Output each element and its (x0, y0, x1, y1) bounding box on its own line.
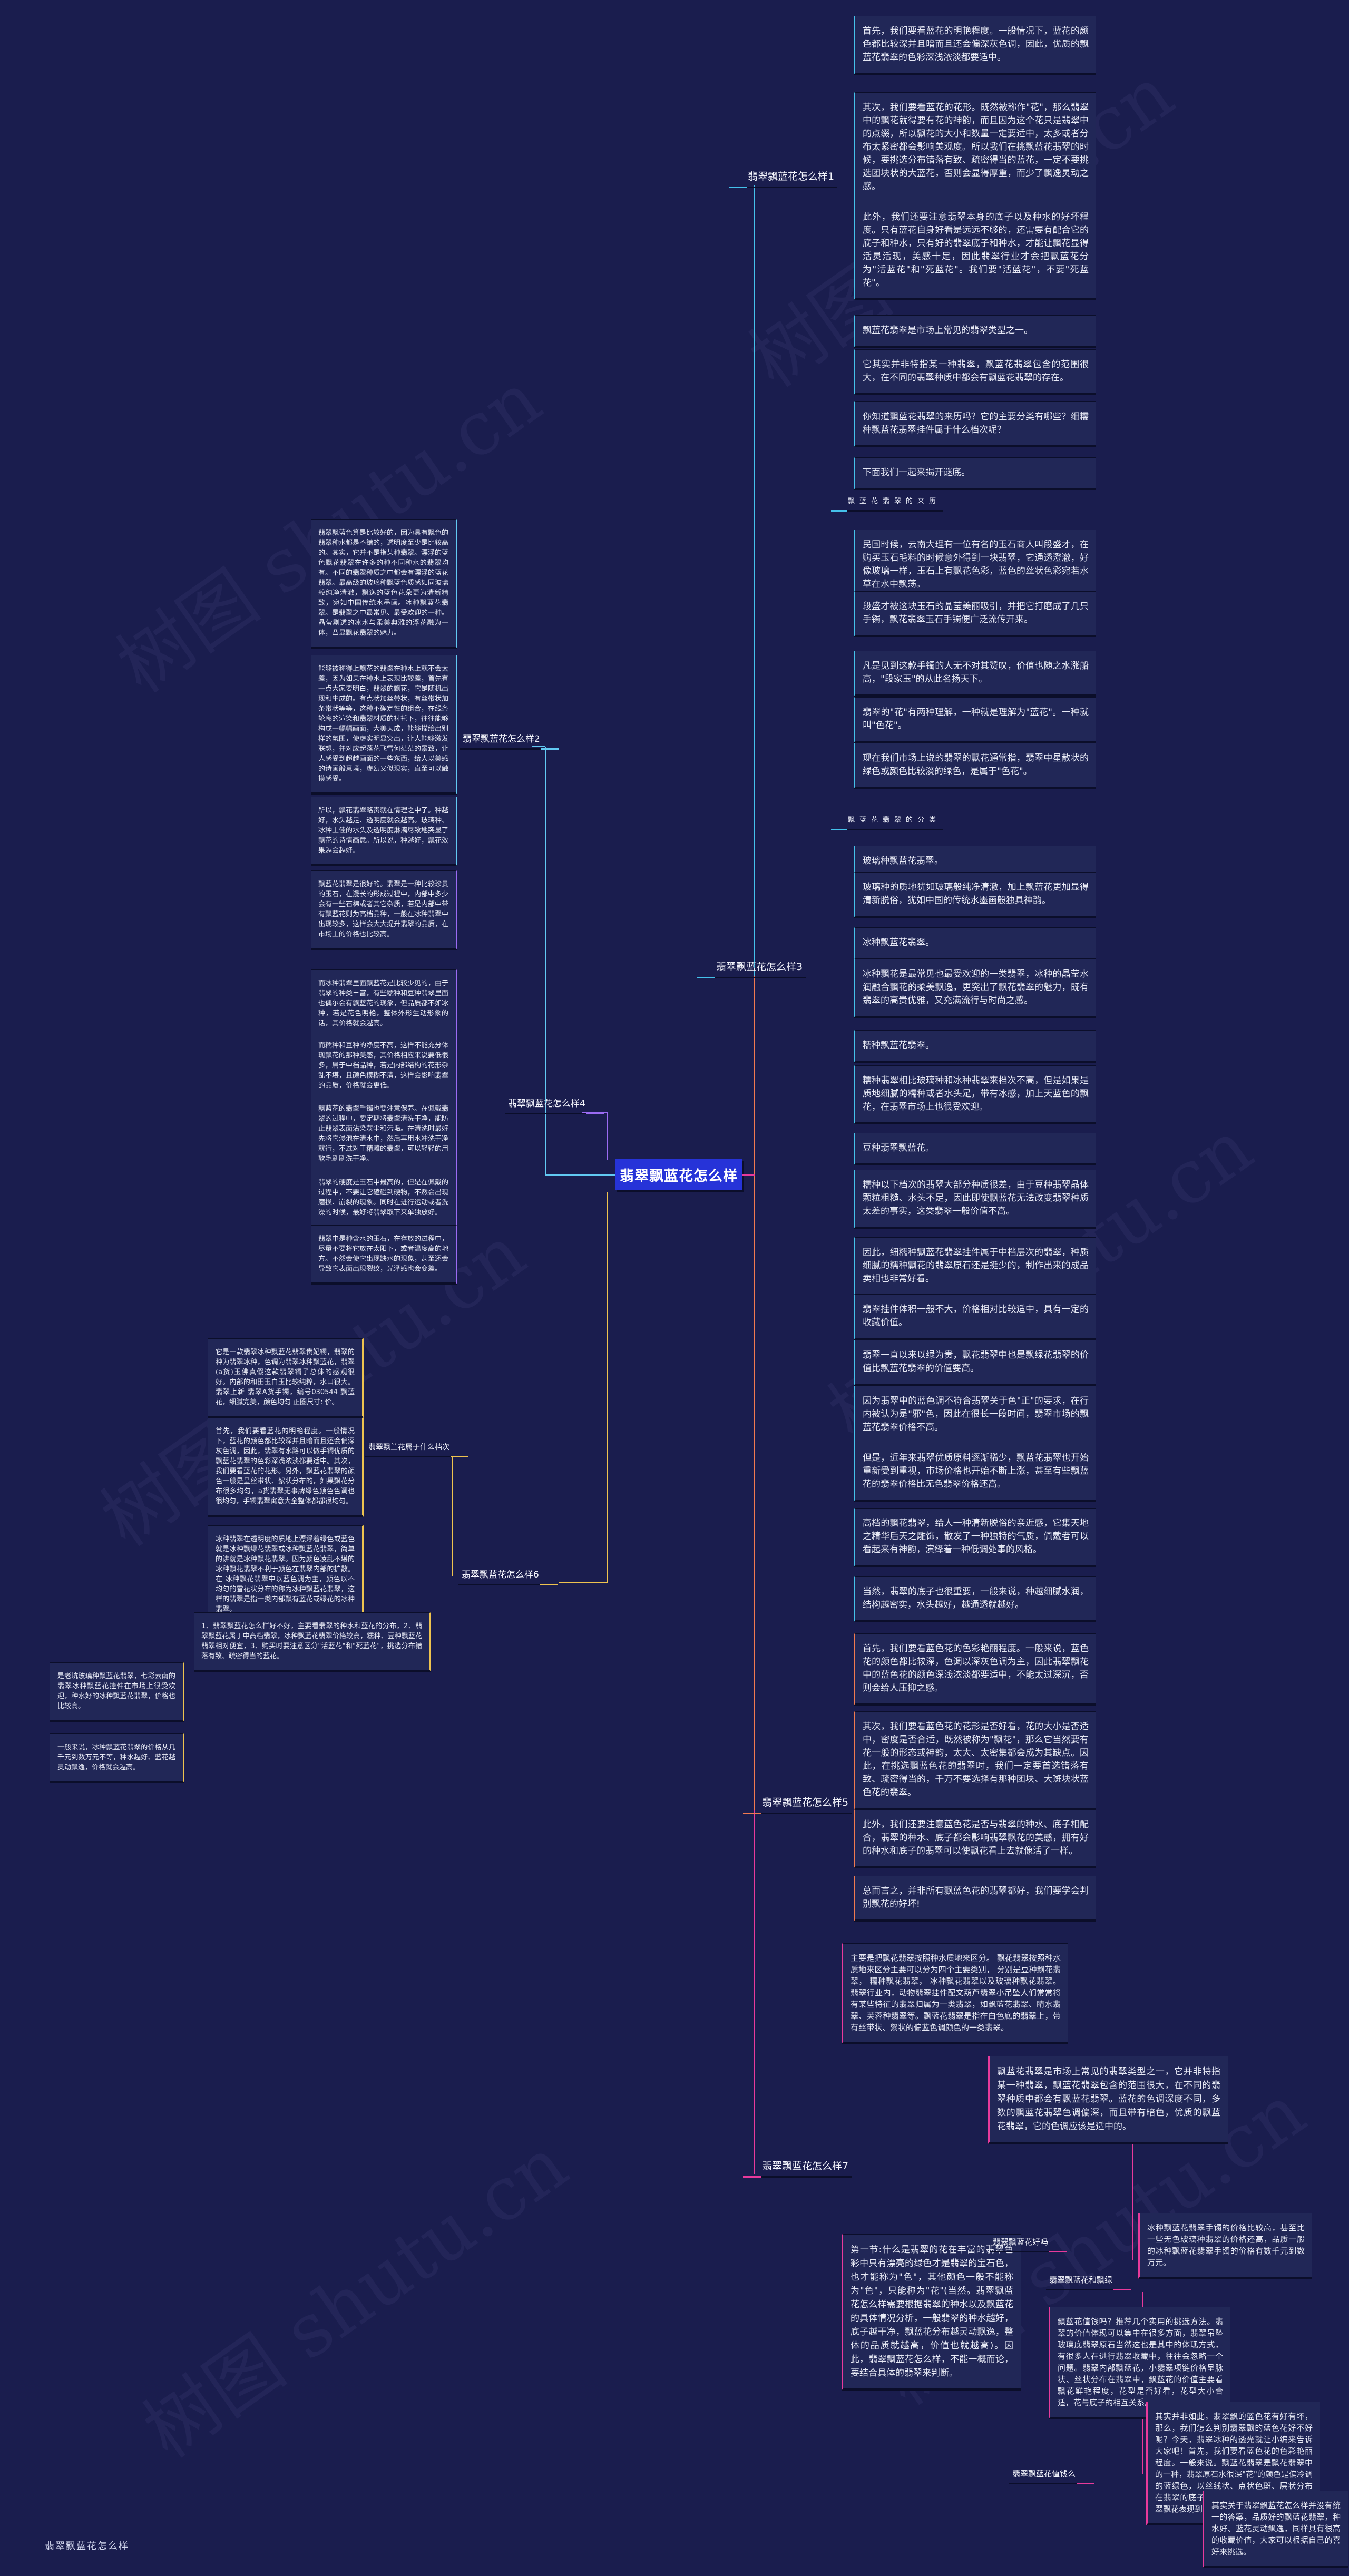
leaf-box[interactable]: 民国时候，云南大理有一位有名的玉石商人叫段盛才，在购买玉石毛料的时候意外得到一块… (854, 530, 1096, 602)
leaf-box[interactable]: 第一节:什么是翡翠的花在丰富的翡翠色彩中只有漂亮的绿色才是翡翠的宝石色，也才能称… (842, 2234, 1021, 2391)
central-topic-node[interactable]: 翡翠飘蓝花怎么样 (615, 1159, 742, 1190)
connector-line (607, 1112, 608, 1160)
connector-line (754, 185, 755, 976)
footer-caption: 翡翠飘蓝花怎么样 (45, 2541, 129, 2552)
leaf-box[interactable]: 豆种翡翠飘蓝花。 (854, 1133, 1096, 1165)
connector-line (582, 1112, 607, 1113)
leaf-box[interactable]: 下面我们一起来揭开谜底。 (854, 457, 1096, 490)
branch-label[interactable]: 翡翠飘蓝花怎么样2 (460, 731, 559, 750)
connector-line (545, 747, 546, 1175)
leaf-box[interactable]: 此外，我们还要注意翡翠本身的底子以及种水的好坏程度。只有蓝花自身好看是远远不够的… (854, 202, 1096, 300)
leaf-box[interactable]: 凡是见到这款手镯的人无不对其赞叹，价值也随之水涨船高，"段家玉"的从此名扬天下。 (854, 651, 1096, 697)
branch-label[interactable]: 翡翠飘蓝花好吗 (990, 2236, 1068, 2252)
leaf-box[interactable]: 冰种飘蓝花翡翠手镯的价格比较高，甚至比一些无色玻璃种翡翠的价格还高，品质一般的冰… (1138, 2213, 1312, 2279)
leaf-box[interactable]: 飘蓝花翡翠是市场上常见的翡翠类型之一。 (854, 315, 1096, 348)
leaf-box[interactable]: 现在我们市场上说的翡翠的飘花通常指，翡翠中星散状的绿色或颜色比较淡的绿色，是属于… (854, 743, 1096, 789)
connector-line (754, 1810, 755, 2174)
leaf-box[interactable]: 所以，飘花翡翠略贵就在情理之中了。种越好，水头越足、透明度就会越高。玻璃种、冰种… (311, 797, 457, 866)
section-header: 飘蓝花翡翠的分类 (830, 814, 943, 830)
branch-label[interactable]: 翡翠飘蓝花怎么样7 (742, 2158, 852, 2178)
leaf-box[interactable]: 一般来说，冰种飘蓝花翡翠的价格从几千元到数万元不等，种水越好、蓝花越灵动飘逸，价… (50, 1733, 184, 1783)
leaf-box[interactable]: 翡翠挂件体积一般不大，价格相对比较适中，具有一定的收藏价值。 (854, 1294, 1096, 1340)
leaf-box[interactable]: 翡翠中是种含水的玉石，在存放的过程中，尽量不要将它放在太阳下，或者温度高的地方。… (311, 1225, 457, 1285)
leaf-box[interactable]: 它其实并非特指某一种翡翠，飘蓝花翡翠包含的范围很大，在不同的翡翠种质中都会有飘蓝… (854, 349, 1096, 395)
branch-label[interactable]: 翡翠飘蓝花怎么样6 (458, 1567, 558, 1585)
branch-label[interactable]: 翡翠飘蓝花和飘绿 (1046, 2274, 1132, 2290)
leaf-box[interactable]: 主要是把飘花翡翠按照种水质地来区分。 飘花翡翠按照种水质地来区分主要可以分为四个… (842, 1943, 1068, 2044)
connector-line (532, 746, 545, 747)
leaf-box[interactable]: 糯种以下档次的翡翠大部分种质很差，由于豆种翡翠晶体颗粒粗糙、水头不足，因此即使飘… (854, 1170, 1096, 1229)
leaf-box[interactable]: 翡翠的硬度是玉石中最高的，但是在佩戴的过程中，不要让它磕碰到硬物，不然会出现磨损… (311, 1169, 457, 1228)
watermark: 树图 shutu.cn (129, 2121, 583, 2475)
leaf-box[interactable]: 玻璃种的质地犹如玻璃般纯净清澈，加上飘蓝花更加显得清新脱俗，犹如中国的传统水墨画… (854, 872, 1096, 918)
leaf-box[interactable]: 首先，我们要看蓝花的明艳程度。一般情况下，蓝花的颜色都比较深并且暗而且还会偏深灰… (208, 1417, 364, 1517)
leaf-box[interactable]: 段盛才被这块玉石的晶莹美丽吸引，并把它打磨成了几只手镯，飘花翡翠玉石手镯便广泛流… (854, 591, 1096, 637)
leaf-box[interactable]: 总而言之，并非所有飘蓝色花的翡翠都好，我们要学会判别飘花的好坏! (854, 1876, 1096, 1922)
leaf-box[interactable]: 当然，翡翠的底子也很重要，一般来说，种越细腻水润，结构越密实，水头越好，越通透就… (854, 1576, 1096, 1622)
leaf-box[interactable]: 冰种翡翠在透明度的质地上漂浮着绿色或蓝色就是冰种飘绿花翡翠或冰种飘蓝花翡翠，简单… (208, 1525, 364, 1625)
leaf-box[interactable]: 能够被称得上飘花的翡翠在种水上就不会太差，因为如果在种水上表现比较差，首先有一点… (311, 655, 457, 795)
leaf-box[interactable]: 因为翡翠中的蓝色调不符合翡翠关于色"正"的要求，在行内被认为是"邪"色，因此在很… (854, 1386, 1096, 1445)
leaf-box[interactable]: 而糯种和豆种的净度不高，这样不能充分体现飘花的那种美感，其价格相应来说要低很多，… (311, 1032, 457, 1101)
leaf-box[interactable]: 翡翠飘蓝色算是比较好的，因为具有飘色的翡翠种水都是不错的，透明度至少是比较高的。… (311, 519, 457, 649)
leaf-box[interactable]: 但是，近年来翡翠优质原料逐渐稀少，飘蓝花翡翠也开始重新受到重视，市场价格也开始不… (854, 1443, 1096, 1502)
leaf-box[interactable]: 高档的飘花翡翠，给人一种清新脱俗的亲近感，它集天地之精华后天之雕饰，散发了一种独… (854, 1508, 1096, 1567)
leaf-box[interactable]: 首先，我们要看蓝花的明艳程度。一般情况下，蓝花的颜色都比较深并且暗而且还会偏深灰… (854, 16, 1096, 75)
leaf-box[interactable]: 此外，我们还要注意蓝色花是否与翡翠的种水、底子相配合，翡翠的种水、底子都会影响翡… (854, 1809, 1096, 1868)
connector-line (452, 1457, 453, 1576)
leaf-box[interactable]: 飘蓝花值钱吗？推荐几个实用的挑选方法。翡翠的价值体现可以集中在很多方面，翡翠吊坠… (1049, 2307, 1230, 2419)
branch-label[interactable]: 翡翠飘蓝花值钱么 (1009, 2468, 1095, 2484)
branch-label[interactable]: 翡翠飘蓝花怎么样1 (728, 169, 838, 188)
leaf-box[interactable]: 首先，我们要看蓝色花的色彩艳丽程度。一般来说，蓝色花的颜色都比较深，色调以深灰色… (854, 1633, 1096, 1706)
leaf-box[interactable]: 冰种飘蓝花翡翠。 (854, 927, 1096, 960)
connector-line (742, 1174, 755, 1176)
section-header: 飘蓝花翡翠的来历 (830, 495, 943, 512)
leaf-box[interactable]: 是老坑玻璃种飘蓝花翡翠，七彩云南的翡翠冰种飘蓝花挂件在市场上很受欢迎，种水好的冰… (50, 1662, 184, 1722)
leaf-box[interactable]: 你知道飘蓝花翡翠的来历吗？它的主要分类有哪些？细糯种飘蓝花翡翠挂件属于什么档次呢… (854, 401, 1096, 447)
branch-label[interactable]: 翡翠飘蓝花怎么样3 (697, 959, 806, 978)
leaf-box[interactable]: 其实关于翡翠飘蓝花怎么样并没有统一的答案，品质好的飘蓝花翡翠，种水好、蓝花灵动飘… (1203, 2491, 1348, 2568)
leaf-box[interactable]: 其次，我们要看蓝花的花形。既然被称作"花"，那么翡翠中的飘花就得要有花的神韵，而… (854, 92, 1096, 204)
leaf-box[interactable]: 其次，我们要看蓝色花的花形是否好看，花的大小是否适中，密度是否合适，既然被称为"… (854, 1711, 1096, 1810)
leaf-box[interactable]: 冰种飘花是最常见也最受欢迎的一类翡翠，冰种的晶莹水润融合飘花的柔美飘逸，更突出了… (854, 959, 1096, 1018)
leaf-box[interactable]: 飘蓝花翡翠是很好的。翡翠是一种比较珍贵的玉石，在漫长的形成过程中，内部中多少会有… (311, 870, 457, 950)
connector-line (607, 1192, 608, 1583)
leaf-box[interactable]: 它是一款翡翠冰种飘蓝花翡翠贵妃镯，翡翠的种为翡翠冰种，色调为翡翠冰种飘蓝花，翡翠… (208, 1338, 364, 1418)
branch-label[interactable]: 翡翠飘蓝花怎么样5 (742, 1795, 852, 1814)
leaf-box[interactable]: 飘蓝花翡翠是市场上常见的翡翠类型之一，它并非特指某一种翡翠，飘蓝花翡翠包含的范围… (988, 2056, 1228, 2144)
leaf-box[interactable]: 而冰种翡翠里面飘蓝花是比较少见的，由于翡翠的种类丰富，有些糯种和豆种翡翠里面也偶… (311, 969, 457, 1039)
leaf-box[interactable]: 1、翡翠飘蓝花怎么样好不好，主要看翡翠的种水和蓝花的分布，2、翡翠飘蓝花属于中高… (194, 1612, 431, 1672)
leaf-box[interactable]: 飘蓝花的翡翠手镯也要注意保养。在佩戴翡翠的过程中，要定期将翡翠清洗干净，能防止翡… (311, 1095, 457, 1174)
connector-line (545, 1174, 615, 1176)
connector-line (559, 1582, 607, 1583)
leaf-box[interactable]: 糯种翡翠相比玻璃种和冰种翡翠来档次不高，但是如果是质地细腻的糯种或者水头足，带有… (854, 1065, 1096, 1124)
connector-line (754, 976, 755, 1810)
branch-label[interactable]: 翡翠飘蓝花怎么样4 (505, 1096, 604, 1114)
branch-label[interactable]: 翡翠飘兰花属于什么档次 (365, 1442, 468, 1457)
leaf-box[interactable]: 因此，细糯种飘蓝花翡翠挂件属于中档层次的翡翠，种质细腻的糯种飘花的翡翠原石还是挺… (854, 1237, 1096, 1296)
leaf-box[interactable]: 翡翠一直以来以绿为贵，飘花翡翠中也是飘绿花翡翠的价值比飘蓝花翡翠的价值要高。 (854, 1340, 1096, 1386)
leaf-box[interactable]: 翡翠的"花"有两种理解，一种就是理解为"蓝花"。一种就叫"色花"。 (854, 697, 1096, 743)
leaf-box[interactable]: 糯种飘蓝花翡翠。 (854, 1030, 1096, 1063)
connector-line (1132, 2141, 1133, 2260)
